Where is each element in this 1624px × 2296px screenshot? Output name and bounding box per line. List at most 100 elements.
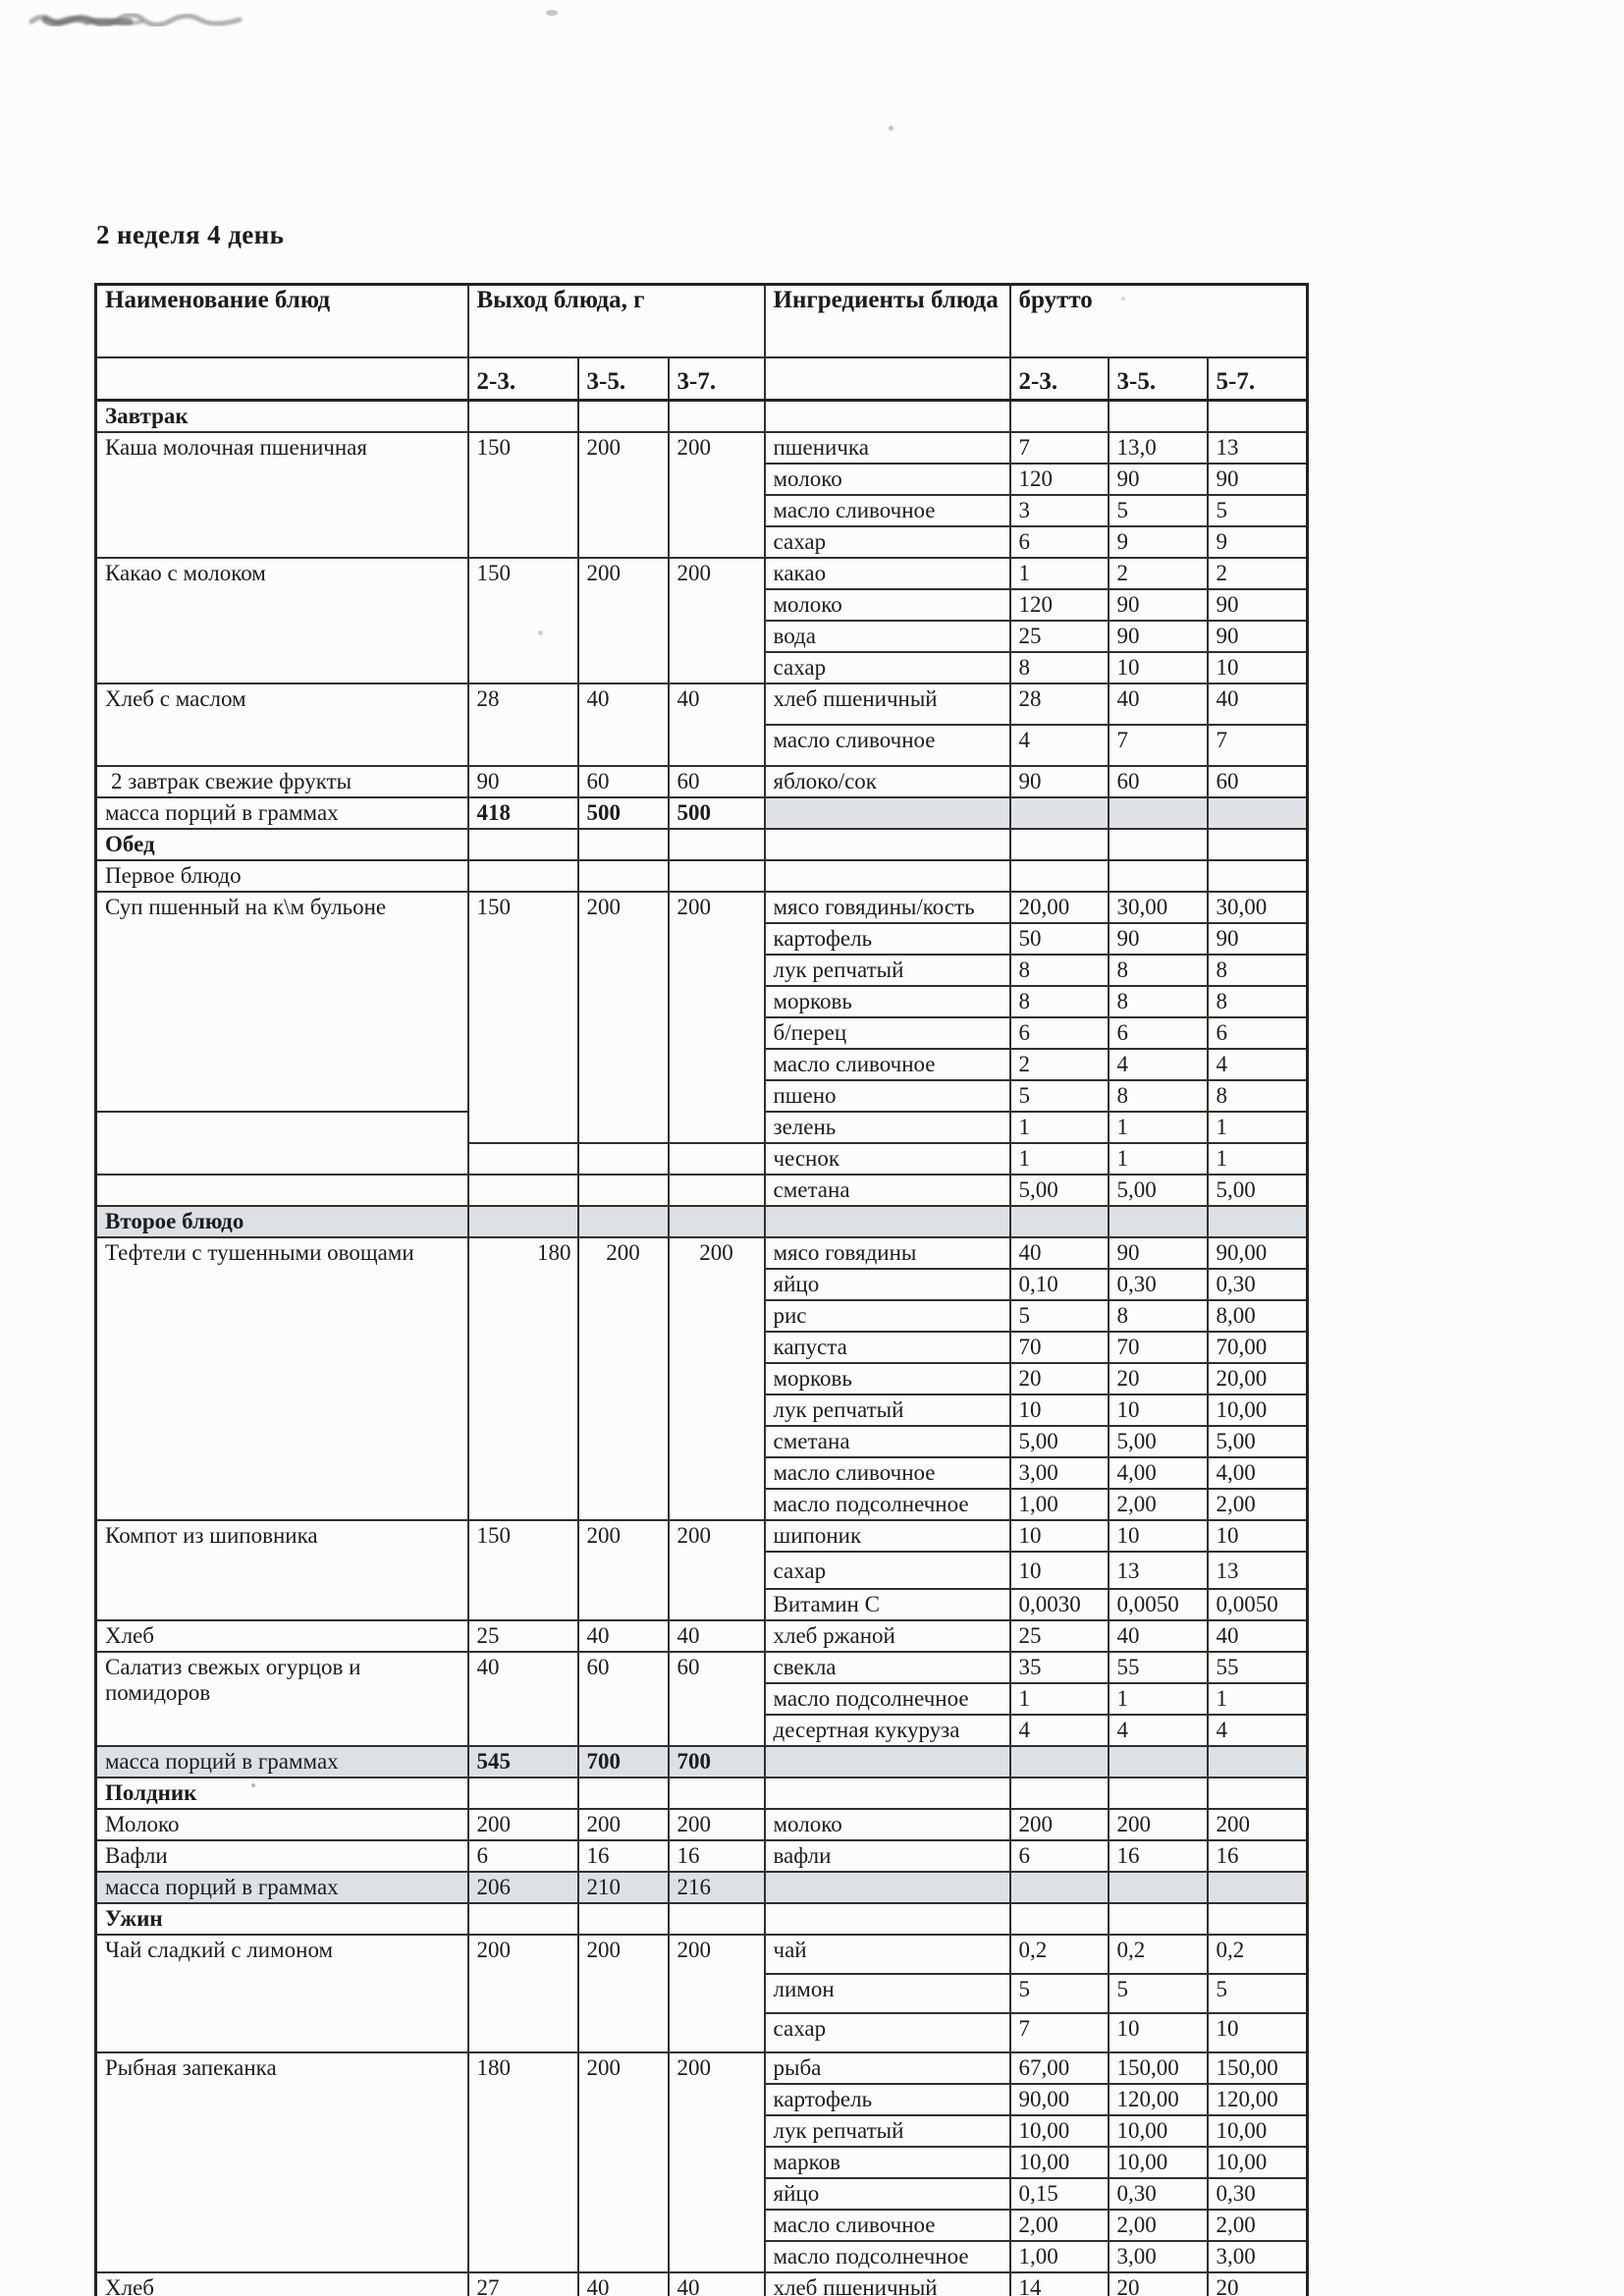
brutto-5-7-cell: 60 [1206,765,1309,798]
table-row: пшено 5 8 8 [96,1079,1309,1113]
ingredient-cell [763,859,1011,893]
brutto-2-3-cell: 8 [1008,954,1110,987]
table-row: лук репчатый 10,00 10,00 10,00 [96,2114,1309,2148]
ingredient-cell: масло подсолнечное [763,1488,1011,1521]
ingredient-cell: чеснок [763,1142,1011,1175]
brutto-5-7-cell [1206,796,1309,830]
table-row: Первое блюдо [94,859,1309,893]
brutto-2-3-cell: 35 [1008,1651,1110,1684]
brutto-5-7-cell: 10,00 [1206,2146,1309,2179]
brutto-2-3-cell: 0,2 [1008,1934,1110,1975]
brutto-2-3-cell: 20 [1008,1362,1110,1395]
brutto-2-3-cell: 4 [1008,1714,1110,1747]
output-2-3-cell: 200 [466,1808,579,1841]
output-3-7-cell: 200 [667,557,766,684]
ingredient-cell: б/перец [763,1016,1011,1050]
table-row: Хлеб с маслом 28 40 40 хлеб пшеничный 28 40 40 [94,683,1309,767]
brutto-5-7-cell: 4 [1206,1714,1309,1747]
brutto-3-5-cell: 9 [1107,525,1209,559]
ingredient-cell: свекла [763,1651,1011,1684]
ingredient-cell: сахар [763,2012,1011,2053]
brutto-5-7-cell: 10 [1206,1519,1309,1553]
brutto-5-7-cell: 16 [1206,1839,1309,1873]
brutto-2-3-cell: 5 [1008,1973,1110,2014]
brutto-5-7-cell: 0,2 [1206,1934,1309,1975]
brutto-3-5-cell: 120,00 [1107,2083,1209,2116]
brutto-3-5-cell [1107,796,1209,830]
brutto-3-5-cell: 4 [1107,1048,1209,1081]
table-row: сахар 7 10 10 [96,2012,1309,2053]
output-3-7-cell: 200 [667,1934,766,2053]
brutto-5-7-cell: 20,00 [1206,1362,1309,1395]
brutto-5-7-cell [1206,859,1309,893]
brutto-2-3-cell: 28 [1008,683,1110,726]
brutto-5-7-cell: 1 [1206,1111,1309,1144]
table-row: сметана 5,00 5,00 5,00 [94,1174,1309,1207]
brutto-3-5-cell: 2 [1107,557,1209,590]
brutto-2-3-cell: 25 [1008,1619,1110,1653]
page-title: 2 неделя 4 день [96,220,285,249]
dish-name-cell: Суп пшенный на к\м бульоне [94,891,469,1113]
brutto-5-7-cell: 2,00 [1206,2209,1309,2242]
table-row: морковь 20 20 20,00 [96,1362,1309,1395]
dish-name-cell: 2 завтрак свежие фрукты [94,765,469,798]
dish-name-cell: Чай сладкий с лимоном [94,1934,469,2053]
output-3-7-cell: 16 [667,1839,766,1873]
ingredient-cell: молоко [763,588,1011,622]
brutto-3-5-cell: 5,00 [1107,1425,1209,1458]
ingredient-cell: сахар [763,1551,1011,1590]
output-2-3-cell [466,1902,579,1936]
output-2-3-cell: 90 [466,765,579,798]
output-2-3-cell [466,859,579,893]
brutto-2-3-cell: 3,00 [1008,1456,1110,1490]
brutto-2-3-cell: 0,15 [1008,2177,1110,2211]
brutto-2-3-cell: 10,00 [1008,2114,1110,2148]
brutto-2-3-cell: 200 [1008,1808,1110,1841]
dish-name-cell: Вафли [94,1839,469,1873]
scan-line-break [589,396,646,399]
brutto-3-5-cell: 5 [1107,494,1209,527]
brutto-5-7-cell: 0,30 [1206,1268,1309,1301]
brutto-5-7-cell [1206,1205,1309,1238]
table-row: молоко 120 90 90 [96,588,1309,622]
table-row: масло подсолнечное 1,00 2,00 2,00 [96,1488,1309,1521]
brutto-5-7-cell: 90,00 [1206,1236,1309,1270]
brutto-2-3-cell: 10 [1008,1394,1110,1427]
output-3-5-cell: 500 [576,796,670,830]
brutto-3-5-cell: 10 [1107,1519,1209,1553]
ingredient-cell: яйцо [763,1268,1011,1301]
dish-name-cell: Компот из шиповника [94,1519,469,1621]
brutto-3-5-cell: 90 [1107,1236,1209,1270]
brutto-5-7-cell: 7 [1206,724,1309,767]
brutto-3-5-cell: 10 [1107,2012,1209,2053]
table-row: б/перец 6 6 6 [96,1016,1309,1050]
brutto-5-7-cell: 0,30 [1206,2177,1309,2211]
brutto-5-7-cell: 1 [1206,1682,1309,1716]
output-3-7-cell: 216 [667,1871,766,1904]
header-dish-name: Наименование блюд [94,283,469,358]
output-3-5-cell: 200 [576,1808,670,1841]
ingredient-cell: капуста [763,1331,1011,1364]
output-3-7-cell: 200 [667,431,766,559]
table-row: лук репчатый 10 10 10,00 [96,1394,1309,1427]
ingredient-cell: хлеб пшеничный [763,2271,1011,2296]
brutto-3-5-cell [1107,1902,1209,1936]
ingredient-cell [763,796,1011,830]
table-subheader-row: 2-3. 3-5. 3-7. 2-3. 3-5. 5-7. [94,355,1309,402]
scan-line-break [550,354,593,356]
brutto-2-3-cell: 67,00 [1008,2051,1110,2085]
output-3-7-cell: 40 [667,2271,766,2296]
brutto-2-3-cell: 6 [1008,525,1110,559]
brutto-5-7-cell: 2 [1206,557,1309,590]
table-row: Хлеб 25 40 40 хлеб ржаной 25 40 40 [94,1619,1309,1653]
brutto-2-3-cell: 0,10 [1008,1268,1110,1301]
output-3-5-cell [576,399,670,433]
output-3-5-cell: 200 [576,1236,670,1521]
brutto-3-5-cell: 8 [1107,985,1209,1018]
table-row: сахар 8 10 10 [96,651,1309,684]
output-3-5-cell: 200 [576,1519,670,1621]
ingredient-cell: сахар [763,651,1011,684]
brutto-2-3-cell [1008,828,1110,861]
output-2-3-cell [466,1777,579,1810]
output-3-5-cell [576,1174,670,1207]
